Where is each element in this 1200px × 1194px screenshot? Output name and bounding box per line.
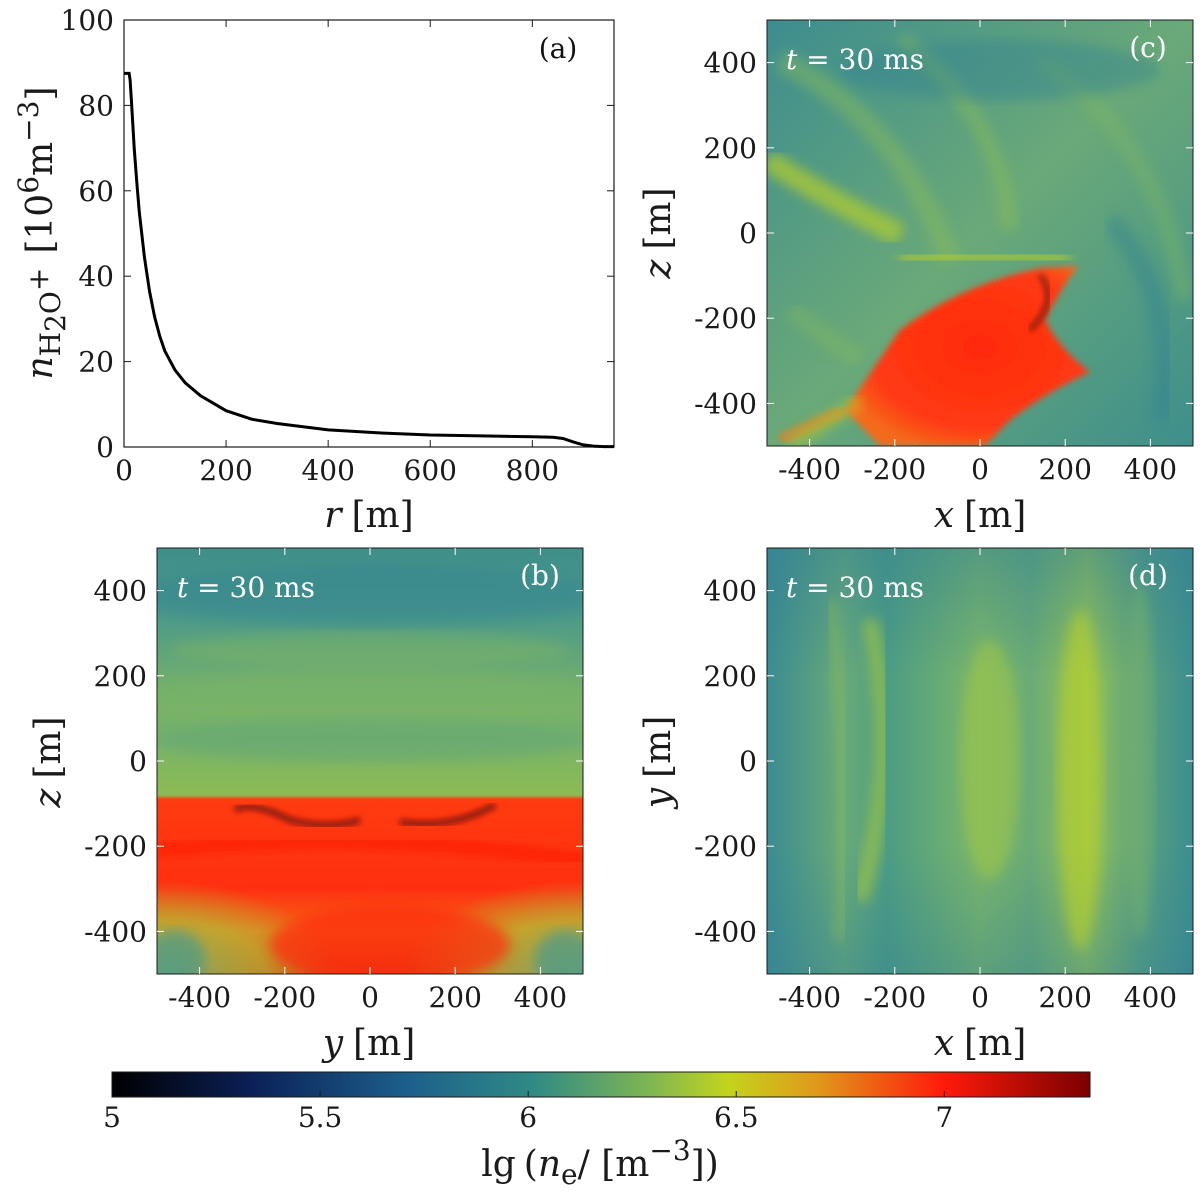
- panel-a-xtick-label: 200: [199, 454, 252, 487]
- panel-c-xtick-label: 400: [1124, 453, 1177, 486]
- panel-c-xtick-label: -200: [863, 453, 926, 486]
- colorbar-gradient: [111, 1071, 1091, 1098]
- panel-d-xtick-label: 0: [971, 981, 989, 1014]
- panel-b-ylabel: z[m]: [28, 716, 69, 808]
- panel-a-ylabel: nH2O+[106m−3]: [12, 86, 72, 379]
- panel-b-label: (b): [520, 559, 560, 592]
- panel-a-ytick-label: 60: [78, 175, 114, 208]
- panel-a-line-chart: 0 200 400 600 800 0 20 40 60 80 100 (a) r [m] nH2O+…: [12, 4, 615, 536]
- panel-a-series-line: [124, 71, 614, 449]
- panel-a-axes-box: [123, 19, 615, 448]
- colorbar-label: lg (ne/ [m−3]): [481, 1134, 719, 1191]
- panel-d-label: (d): [1128, 559, 1168, 592]
- panel-d-xtick-label: 200: [1038, 981, 1091, 1014]
- panel-c-ylabel: z[m]: [638, 187, 679, 279]
- panel-b-time-label: t = 30 ms: [177, 571, 315, 604]
- panel-d-ytick-label: 400: [704, 575, 757, 608]
- panel-a-ticks: 0 200 400 600 800 0 20 40 60 80 100: [61, 4, 614, 487]
- panel-c-ytick-label: 200: [704, 132, 757, 165]
- panel-a-xtick-label: 600: [404, 454, 457, 487]
- panel-b-ytick-label: 400: [94, 575, 147, 608]
- panel-d-ticks: -400 -200 0 200 400 -400 -200 0 200 400: [694, 548, 1193, 1014]
- colorbar-tick-label: 7: [935, 1101, 953, 1134]
- panel-a-xtick-label: 800: [506, 454, 559, 487]
- panel-c-ytick-label: 400: [704, 47, 757, 80]
- panel-a-ytick-label: 40: [78, 260, 114, 293]
- panel-a-ytick-label: 100: [61, 4, 114, 37]
- panel-d-ylabel: y[m]: [638, 716, 679, 811]
- panel-b-ytick-label: -400: [84, 915, 147, 948]
- panel-b-ticks: -400 -200 0 200 400 -400 -200 0 200 400: [84, 548, 583, 1014]
- panel-d-ytick-label: 0: [739, 745, 757, 778]
- panel-a-xlabel: r [m]: [324, 495, 413, 536]
- panel-d-xtick-label: 400: [1124, 981, 1177, 1014]
- panel-a-ytick-label: 80: [78, 89, 114, 122]
- panel-c-ticks: -400 -200 0 200 400 -400 -200 0 200 400: [694, 20, 1193, 486]
- panel-c-xtick-label: 200: [1038, 453, 1091, 486]
- panel-c-time-label: t = 30 ms: [786, 43, 924, 76]
- panel-d-ytick-label: -400: [694, 915, 757, 948]
- panel-d-time-label: t = 30 ms: [786, 571, 924, 604]
- panel-c-label: (c): [1129, 31, 1167, 64]
- panel-c-ytick-label: -400: [694, 387, 757, 420]
- panel-b-ytick-label: 200: [94, 660, 147, 693]
- panel-b-heatmap: -400 -200 0 200 400 -400 -200 0 200 400 (b) t = 3…: [28, 547, 584, 1064]
- panel-c-xlabel: x [m]: [934, 495, 1027, 536]
- panel-a-xtick-label: 400: [301, 454, 354, 487]
- colorbar-tick-label: 6: [519, 1101, 537, 1134]
- panel-d-xlabel: x [m]: [934, 1023, 1027, 1064]
- panel-a-label: (a): [539, 32, 578, 65]
- panel-d-image: [767, 548, 1193, 974]
- colorbar: 5 5.5 6 6.5 7 lg (ne/ [m−3]): [103, 1071, 1091, 1191]
- panel-d-heatmap: -400 -200 0 200 400 -400 -200 0 200 400 (d) t = 3…: [638, 547, 1194, 1064]
- colorbar-tick-label: 5: [103, 1101, 121, 1134]
- panel-b-ytick-label: 0: [129, 745, 147, 778]
- panel-c-xtick-label: -400: [778, 453, 841, 486]
- panel-b-xlabel: y [m]: [321, 1023, 416, 1064]
- panel-d-ytick-label: 200: [704, 660, 757, 693]
- panel-a-ytick-label: 20: [78, 346, 114, 379]
- panel-b-ytick-label: -200: [84, 830, 147, 863]
- panel-c-heatmap: -400 -200 0 200 400 -400 -200 0 200 400 (c) t = 3…: [638, 19, 1194, 536]
- colorbar-tick-label: 5.5: [298, 1101, 343, 1134]
- colorbar-ticks: 5 5.5 6 6.5 7: [103, 1091, 953, 1134]
- panel-b-xtick-label: -200: [253, 981, 316, 1014]
- panel-c-image: [767, 20, 1193, 446]
- panel-b-xtick-label: -400: [168, 981, 231, 1014]
- panel-d-xtick-label: -400: [778, 981, 841, 1014]
- panel-c-ytick-label: -200: [694, 302, 757, 335]
- panel-b-xtick-label: 200: [428, 981, 481, 1014]
- panel-b-image: [157, 548, 583, 974]
- panel-d-xtick-label: -200: [863, 981, 926, 1014]
- panel-c-xtick-label: 0: [971, 453, 989, 486]
- panel-c-ytick-label: 0: [739, 217, 757, 250]
- panel-b-xtick-label: 400: [514, 981, 567, 1014]
- panel-a-xtick-label: 0: [115, 454, 133, 487]
- panel-a-ytick-label: 0: [96, 431, 114, 464]
- colorbar-tick-label: 6.5: [714, 1101, 759, 1134]
- panel-d-ytick-label: -200: [694, 830, 757, 863]
- panel-b-xtick-label: 0: [361, 981, 379, 1014]
